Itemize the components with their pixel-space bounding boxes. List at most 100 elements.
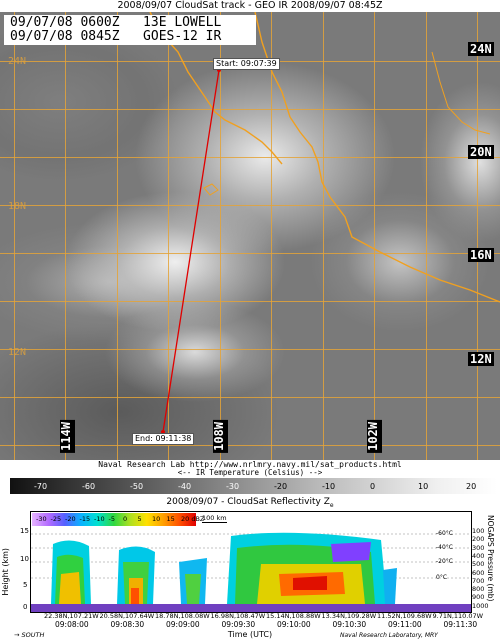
info-box: 09/07/08 0600Z 13E LOWELL 09/07/08 0845Z…	[4, 15, 256, 45]
lon-label-108w: 108W	[212, 420, 228, 453]
reflectivity-tick: 0	[123, 515, 128, 523]
track-location-label: 22.38N,107.21W	[44, 612, 99, 620]
pressure-tick: 1000	[472, 601, 489, 610]
time-tick-label: 09:09:00	[166, 620, 200, 629]
track-location-label: 15.14N,108.88W	[266, 612, 321, 620]
height-tick: 10	[20, 555, 29, 563]
ir-tick-label: -60	[82, 482, 96, 491]
ir-tick-label: 20	[466, 482, 477, 491]
grid-line	[220, 12, 221, 460]
nrl-credit-small: Naval Research Laboratory, MRY	[340, 632, 438, 639]
ir-temperature-colorbar	[10, 478, 497, 494]
lon-label-102w: 102W	[366, 420, 382, 453]
grid-line	[323, 12, 324, 460]
ir-legend-title: <-- IR Temperature (Celsius) -->	[177, 468, 323, 477]
cloudsat-title-text: 2008/09/07 - CloudSat Reflectivity Z	[166, 497, 330, 507]
track-location-label: 20.58N,107.64W	[99, 612, 155, 620]
ir-tick-label: -30	[226, 482, 240, 491]
isotherm-label: -40°C	[436, 544, 453, 551]
pressure-axis-label: NOGAPS Pressure (mb)	[486, 515, 495, 602]
ir-tick-label: -20	[274, 482, 288, 491]
grid-line	[168, 12, 169, 460]
ir-tick-label: 0	[370, 482, 376, 491]
track-location-label: 9.71N,110.07W	[432, 612, 484, 620]
lat-label-20n: 20N	[468, 145, 494, 159]
grid-line	[0, 205, 500, 206]
lat-label-12n-faint: 12N	[8, 347, 27, 358]
grid-line	[0, 109, 500, 110]
height-axis-label: Height (km)	[1, 548, 10, 596]
island-outline	[203, 183, 219, 196]
pressure-tick: 100	[472, 527, 485, 535]
reflectivity-tick: -10	[94, 515, 105, 523]
reflectivity-tick: -30	[36, 515, 47, 523]
cloudsat-title: 2008/09/07 - CloudSat Reflectivity Ze	[0, 497, 500, 509]
cloudsat-title-subscript: e	[329, 501, 334, 509]
time-tick-label: 09:08:30	[110, 620, 145, 629]
reflectivity-curtain	[31, 532, 471, 612]
grid-line	[0, 301, 500, 302]
lat-label-12n: 12N	[468, 352, 494, 366]
image-info-line: 09/07/08 0845Z GOES-12 IR	[10, 29, 222, 44]
reflectivity-tick: -5	[108, 515, 115, 523]
lat-label-24n-faint: 24N	[8, 56, 27, 67]
surface-return	[31, 604, 471, 612]
lat-label-24n: 24N	[468, 42, 494, 56]
grid-line	[426, 12, 427, 460]
time-tick-label: 09:10:30	[332, 620, 367, 629]
pressure-tick: 900	[472, 593, 485, 602]
grid-line	[14, 12, 15, 460]
reflectivity-tick: -20	[65, 515, 76, 523]
pressure-tick: 400	[472, 551, 485, 560]
time-tick-label: 09:09:30	[221, 620, 256, 629]
pressure-tick: 300	[472, 543, 485, 552]
track-location-label: 11.52N,109.68W	[377, 612, 432, 620]
ir-tick-label: -50	[130, 482, 144, 491]
reflectivity-colorbar	[32, 513, 196, 526]
grid-line	[374, 12, 375, 460]
satellite-image: 09/07/08 0600Z 13E LOWELL 09/07/08 0845Z…	[0, 12, 500, 460]
cloud-echo-2	[117, 546, 155, 604]
track-location-label: 16.98N,108.47W	[210, 612, 266, 620]
pressure-tick: 500	[472, 560, 485, 569]
pressure-tick: 800	[472, 585, 485, 594]
cloud-echo-main	[227, 532, 387, 604]
height-tick: 0	[23, 603, 28, 611]
track-location-label: 13.34N,109.28W	[321, 612, 377, 620]
grid-line	[65, 12, 66, 460]
track-end-label: End: 09:11:38	[132, 433, 195, 445]
grid-line	[0, 349, 500, 350]
reflectivity-tick: 10	[152, 515, 161, 523]
isotherm-label: -60°C	[436, 530, 453, 537]
grid-line	[477, 12, 478, 460]
grid-line	[271, 12, 272, 460]
map-overlay	[149, 12, 500, 434]
south-text: SOUTH	[21, 631, 45, 639]
baja-coastline	[149, 12, 283, 165]
distance-scale-label: 100 km	[202, 514, 227, 523]
cloudsat-track-line	[162, 69, 220, 433]
reflectivity-tick: -25	[50, 515, 62, 523]
isotherm-label: -20°C	[436, 558, 453, 565]
mainland-coastline	[254, 12, 500, 303]
track-start-label: Start: 09:07:39	[213, 58, 280, 70]
lat-label-16n: 16N	[468, 248, 494, 262]
lon-label-114w: 114W	[59, 420, 75, 453]
time-tick-label: 09:11:30	[443, 620, 478, 629]
grid-line	[117, 12, 118, 460]
cloudsat-reflectivity-plot	[30, 511, 472, 613]
time-axis-label: Time (UTC)	[227, 630, 273, 639]
figure-title: 2008/09/07 CloudSat track - GEO IR 2008/…	[0, 0, 500, 12]
grid-line	[0, 253, 500, 254]
time-tick-label: 09:10:00	[277, 620, 311, 629]
grid-line	[0, 157, 500, 158]
pressure-tick: 600	[472, 568, 485, 577]
reflectivity-tick: 5	[137, 515, 142, 523]
time-tick-label: 09:08:00	[55, 620, 89, 629]
height-tick: 5	[23, 581, 28, 589]
cloud-echo-3	[179, 558, 207, 604]
cloud-echo-1	[51, 540, 91, 604]
nrl-credit-line[interactable]: Naval Research Lab http://www.nrlmry.nav…	[98, 460, 402, 469]
height-tick: 15	[20, 527, 29, 535]
coast-detail	[431, 51, 491, 135]
